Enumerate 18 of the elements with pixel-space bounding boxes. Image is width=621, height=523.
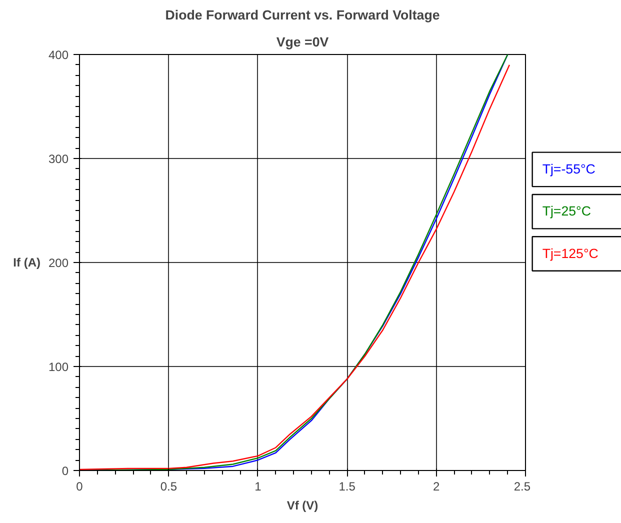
chart-subtitle: Vge =0V — [276, 34, 329, 50]
y-tick-label: 0 — [62, 464, 69, 478]
y-tick-label: 400 — [48, 48, 69, 62]
x-tick-label: 1 — [254, 480, 262, 494]
x-tick-label: 0.5 — [160, 480, 178, 494]
y-tick-label: 300 — [48, 152, 69, 166]
x-tick-label: 2 — [432, 480, 440, 494]
y-tick-label: 100 — [48, 360, 69, 374]
y-tick-label: 200 — [48, 256, 69, 270]
text: Tj=25°C — [542, 204, 592, 219]
text: Tj=-55°C — [542, 162, 596, 177]
x-tick-label: 1.5 — [338, 480, 356, 494]
chart-title: Diode Forward Current vs. Forward Voltage — [165, 8, 440, 22]
y-axis-title: If (A) — [13, 256, 40, 270]
x-tick-label: 2.5 — [514, 480, 531, 494]
text: Tj=125°C — [542, 246, 599, 261]
x-tick-label: 0 — [76, 480, 84, 494]
x-axis-title: Vf (V) — [286, 498, 318, 512]
